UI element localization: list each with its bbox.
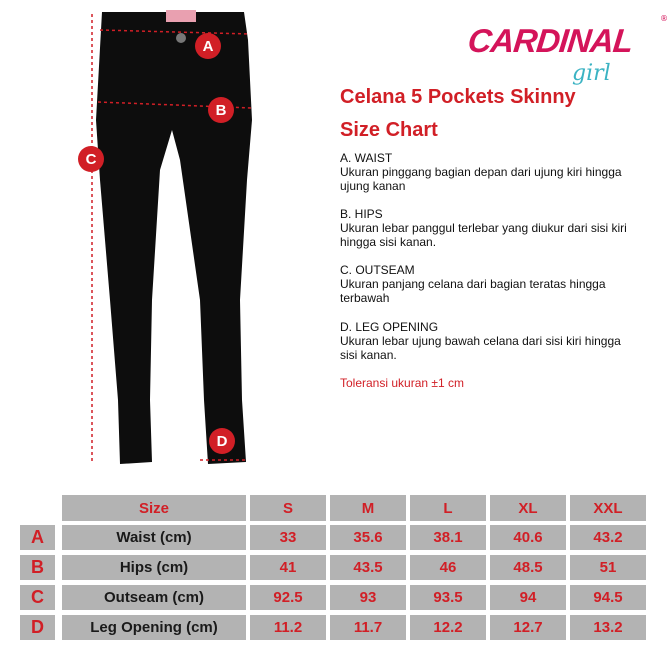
marker-d: D <box>209 428 235 454</box>
value-cell: 48.5 <box>490 555 566 580</box>
desc-hips: B. HIPS Ukuran lebar panggul terlebar ya… <box>340 207 640 249</box>
desc-text: Ukuran panjang celana dari bagian terata… <box>340 277 606 305</box>
logo-text: CARDINAL <box>466 22 635 59</box>
registered-mark: ® <box>660 14 668 23</box>
header-cell: S <box>250 495 326 521</box>
row-letter: A <box>20 525 55 550</box>
value-cell: 33 <box>250 525 326 550</box>
marker-b: B <box>208 97 234 123</box>
value-cell: 38.1 <box>410 525 486 550</box>
value-cell: 94.5 <box>570 585 646 610</box>
jeans-illustration <box>91 10 253 464</box>
header-cell: L <box>410 495 486 521</box>
product-title: Celana 5 Pockets Skinny <box>340 86 576 108</box>
value-cell: 43.2 <box>570 525 646 550</box>
marker-a: A <box>195 33 221 59</box>
value-cell: 51 <box>570 555 646 580</box>
header-cell: Size <box>62 495 246 521</box>
desc-outseam: C. OUTSEAM Ukuran panjang celana dari ba… <box>340 263 640 305</box>
desc-text: Ukuran lebar ujung bawah celana dari sis… <box>340 334 621 362</box>
desc-heading: A. WAIST <box>340 151 393 165</box>
value-cell: 92.5 <box>250 585 326 610</box>
row-letter: B <box>20 555 55 580</box>
row-label: Outseam (cm) <box>62 585 246 610</box>
brand-logo: CARDINAL girl ® <box>466 12 668 88</box>
header-cell: M <box>330 495 406 521</box>
value-cell: 11.2 <box>250 615 326 640</box>
value-cell: 12.2 <box>410 615 486 640</box>
value-cell: 11.7 <box>330 615 406 640</box>
value-cell: 40.6 <box>490 525 566 550</box>
header-cell: XL <box>490 495 566 521</box>
row-letter: C <box>20 585 55 610</box>
value-cell: 35.6 <box>330 525 406 550</box>
value-cell: 94 <box>490 585 566 610</box>
row-label: Waist (cm) <box>62 525 246 550</box>
row-label: Hips (cm) <box>62 555 246 580</box>
size-chart-title: Size Chart <box>340 119 438 141</box>
value-cell: 93.5 <box>410 585 486 610</box>
value-cell: 13.2 <box>570 615 646 640</box>
desc-leg-opening: D. LEG OPENING Ukuran lebar ujung bawah … <box>340 320 640 362</box>
tolerance-note: Toleransi ukuran ±1 cm <box>340 376 464 390</box>
desc-heading: B. HIPS <box>340 207 383 221</box>
desc-waist: A. WAIST Ukuran pinggang bagian depan da… <box>340 151 640 193</box>
header-cell: XXL <box>570 495 646 521</box>
value-cell: 43.5 <box>330 555 406 580</box>
desc-text: Ukuran lebar panggul terlebar yang diuku… <box>340 221 627 249</box>
marker-c: C <box>78 146 104 172</box>
desc-heading: D. LEG OPENING <box>340 320 439 334</box>
row-label: Leg Opening (cm) <box>62 615 246 640</box>
value-cell: 46 <box>410 555 486 580</box>
row-letter: D <box>20 615 55 640</box>
logo-subtext: girl <box>572 61 611 86</box>
value-cell: 12.7 <box>490 615 566 640</box>
desc-heading: C. OUTSEAM <box>340 263 415 277</box>
desc-text: Ukuran pinggang bagian depan dari ujung … <box>340 165 622 193</box>
value-cell: 93 <box>330 585 406 610</box>
value-cell: 41 <box>250 555 326 580</box>
